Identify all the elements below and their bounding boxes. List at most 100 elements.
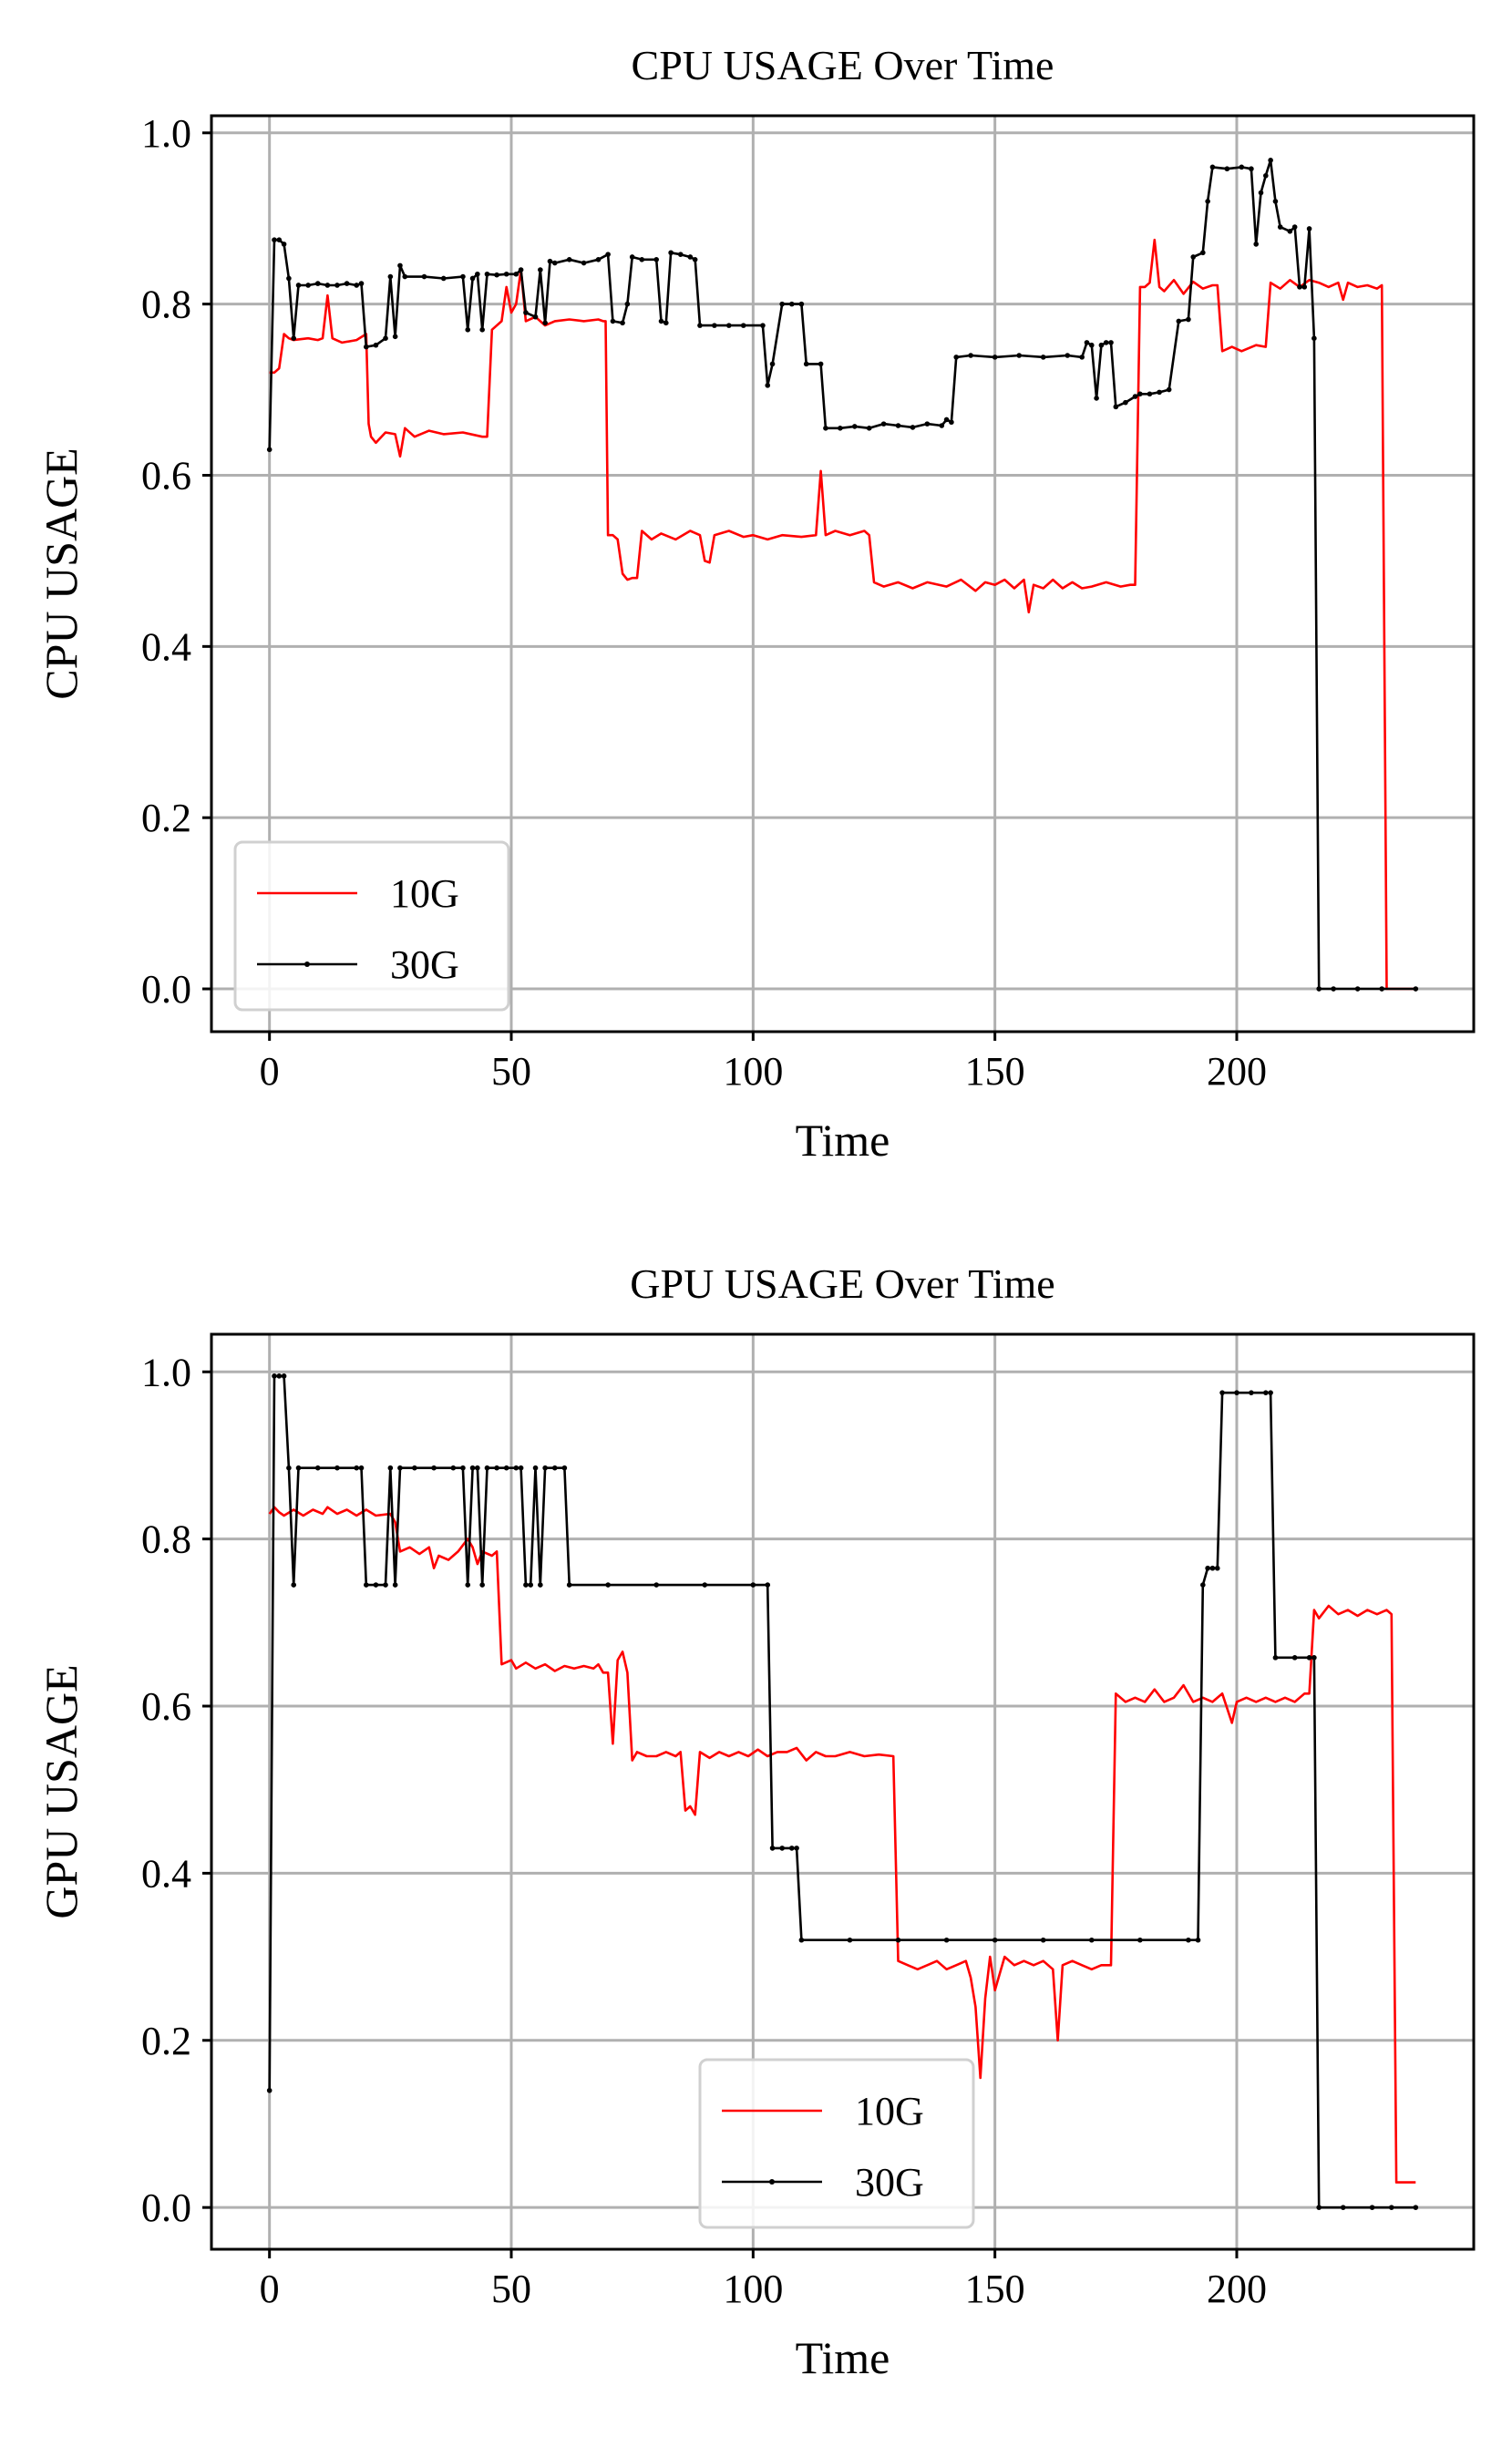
data-point-30G [295, 1465, 302, 1471]
data-point-30G [518, 1465, 524, 1471]
data-point-30G [1291, 224, 1298, 230]
data-point-30G [538, 1582, 543, 1588]
data-point-30G [1084, 340, 1090, 345]
data-point-30G [465, 1582, 471, 1588]
data-point-30G [1040, 355, 1046, 360]
data-point-30G [620, 320, 625, 326]
x-axis-label: Time [796, 1115, 890, 1166]
legend-box [698, 2058, 975, 2229]
data-point-30G [769, 1846, 776, 1851]
data-point-30G [523, 310, 529, 315]
data-point-30G [1205, 199, 1210, 204]
legend-marker [769, 2179, 775, 2185]
data-point-30G [1108, 340, 1114, 345]
data-point-30G [1239, 164, 1245, 170]
legend-label: 30G [855, 2160, 924, 2205]
data-point-30G [469, 275, 476, 282]
data-point-30G [518, 267, 524, 272]
data-point-30G [421, 273, 427, 280]
x-tick-label: 200 [1207, 2267, 1267, 2311]
data-point-30G [1186, 316, 1191, 323]
data-point-30G [387, 273, 394, 280]
x-tick-label: 100 [723, 1049, 783, 1094]
y-tick-label: 0.4 [141, 624, 191, 669]
data-point-30G [479, 1582, 485, 1588]
data-point-30G [639, 256, 645, 262]
data-point-30G [794, 1846, 799, 1851]
y-tick-label: 0.6 [141, 453, 191, 498]
axes-frame [210, 1332, 1476, 2251]
data-point-30G [1040, 1937, 1046, 1943]
data-point-30G [276, 1373, 283, 1379]
data-point-30G [354, 1465, 359, 1471]
data-point-30G [702, 1582, 708, 1588]
data-point-30G [992, 355, 998, 360]
data-point-30G [968, 353, 973, 358]
data-point-30G [949, 419, 954, 426]
data-point-30G [658, 318, 664, 324]
data-point-30G [1137, 391, 1143, 397]
y-tick-label: 1.0 [141, 111, 191, 156]
data-point-30G [866, 426, 872, 431]
data-point-30G [1272, 199, 1279, 204]
data-point-30G [1263, 1390, 1269, 1395]
x-tick-label: 50 [491, 2267, 531, 2311]
data-point-30G [460, 1465, 466, 1471]
data-point-30G [334, 283, 340, 288]
data-point-30G [324, 283, 331, 288]
cpu-usage-chart: 0 50 100 150 200 0.0 0.2 0.4 0.6 0.8 1.0 CPU USAGE … [36, 42, 1476, 1166]
data-point-30G [1306, 226, 1312, 231]
data-point-30G [1340, 2205, 1346, 2210]
data-point-30G [725, 323, 732, 328]
data-point-30G [503, 271, 509, 277]
y-tick-label: 0.2 [141, 796, 191, 840]
data-point-30G [513, 1465, 519, 1471]
data-point-30G [610, 318, 616, 324]
data-point-30G [291, 1582, 297, 1588]
data-point-30G [779, 1846, 785, 1851]
data-point-30G [532, 314, 539, 320]
data-point-30G [1205, 1565, 1210, 1571]
legend: 10G 30G [233, 840, 510, 1012]
legend-marker [304, 961, 310, 967]
data-point-30G [484, 1465, 490, 1471]
data-point-30G [431, 1465, 437, 1471]
data-point-30G [697, 323, 703, 328]
data-point-30G [765, 383, 771, 388]
data-point-30G [532, 1465, 539, 1471]
data-point-30G [1200, 250, 1206, 256]
data-point-30G [740, 323, 746, 328]
data-point-30G [551, 1465, 558, 1471]
data-point-30G [1258, 190, 1264, 196]
legend-label: 10G [855, 2089, 924, 2134]
y-tick-label: 0.8 [141, 283, 191, 327]
x-tick-label: 150 [965, 1049, 1025, 1094]
data-point-30G [1272, 1655, 1279, 1661]
data-point-30G [1388, 2205, 1394, 2210]
series-line-30G [268, 159, 1416, 991]
data-point-30G [281, 242, 287, 247]
data-point-30G [823, 426, 828, 431]
data-point-30G [373, 1582, 379, 1588]
data-point-30G [523, 1582, 529, 1588]
data-point-30G [440, 275, 447, 282]
data-point-30G [798, 1937, 805, 1943]
data-point-30G [1379, 986, 1384, 992]
data-point-30G [629, 254, 635, 260]
data-point-30G [460, 273, 466, 280]
data-point-30G [1331, 986, 1336, 992]
data-point-30G [358, 1465, 365, 1471]
data-point-30G [538, 267, 543, 272]
data-point-30G [1306, 1655, 1312, 1661]
data-point-30G [1088, 342, 1095, 348]
data-point-30G [769, 361, 776, 367]
data-point-30G [547, 258, 553, 264]
data-point-30G [1166, 386, 1172, 393]
plot-area [266, 1373, 1419, 2210]
y-tick-label: 1.0 [141, 1350, 191, 1394]
data-point-30G [895, 423, 901, 428]
data-point-30G [788, 301, 795, 307]
data-point-30G [387, 1465, 394, 1471]
data-point-30G [513, 271, 519, 277]
data-point-30G [1311, 1655, 1317, 1661]
